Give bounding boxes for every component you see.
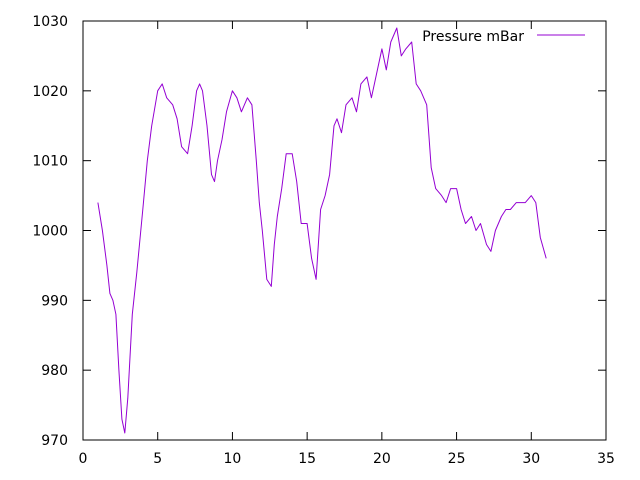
x-tick-label: 35 xyxy=(597,451,615,467)
y-tick-label: 980 xyxy=(41,363,68,379)
x-tick-label: 0 xyxy=(79,451,88,467)
x-tick-label: 25 xyxy=(448,451,466,467)
pressure-series-line xyxy=(97,27,547,434)
y-tick-label: 990 xyxy=(41,293,68,309)
x-tick-label: 5 xyxy=(153,451,162,467)
x-axis: 0 5 10 15 20 25 30 35 xyxy=(79,21,615,467)
legend: Pressure mBar xyxy=(422,29,585,45)
x-tick-label: 10 xyxy=(224,451,242,467)
x-tick-label: 15 xyxy=(298,451,316,467)
series-layer xyxy=(97,27,547,434)
y-tick-label: 1020 xyxy=(32,84,68,100)
y-tick-label: 970 xyxy=(41,433,68,449)
plot-frame xyxy=(82,20,607,441)
y-axis: 970 980 990 1000 1010 1020 1030 xyxy=(32,14,606,449)
x-tick-label: 20 xyxy=(373,451,391,467)
y-tick-label: 1000 xyxy=(32,224,68,240)
legend-label: Pressure mBar xyxy=(422,29,524,45)
y-tick-label: 1010 xyxy=(32,154,68,170)
x-tick-label: 30 xyxy=(522,451,540,467)
y-tick-label: 1030 xyxy=(32,14,68,30)
